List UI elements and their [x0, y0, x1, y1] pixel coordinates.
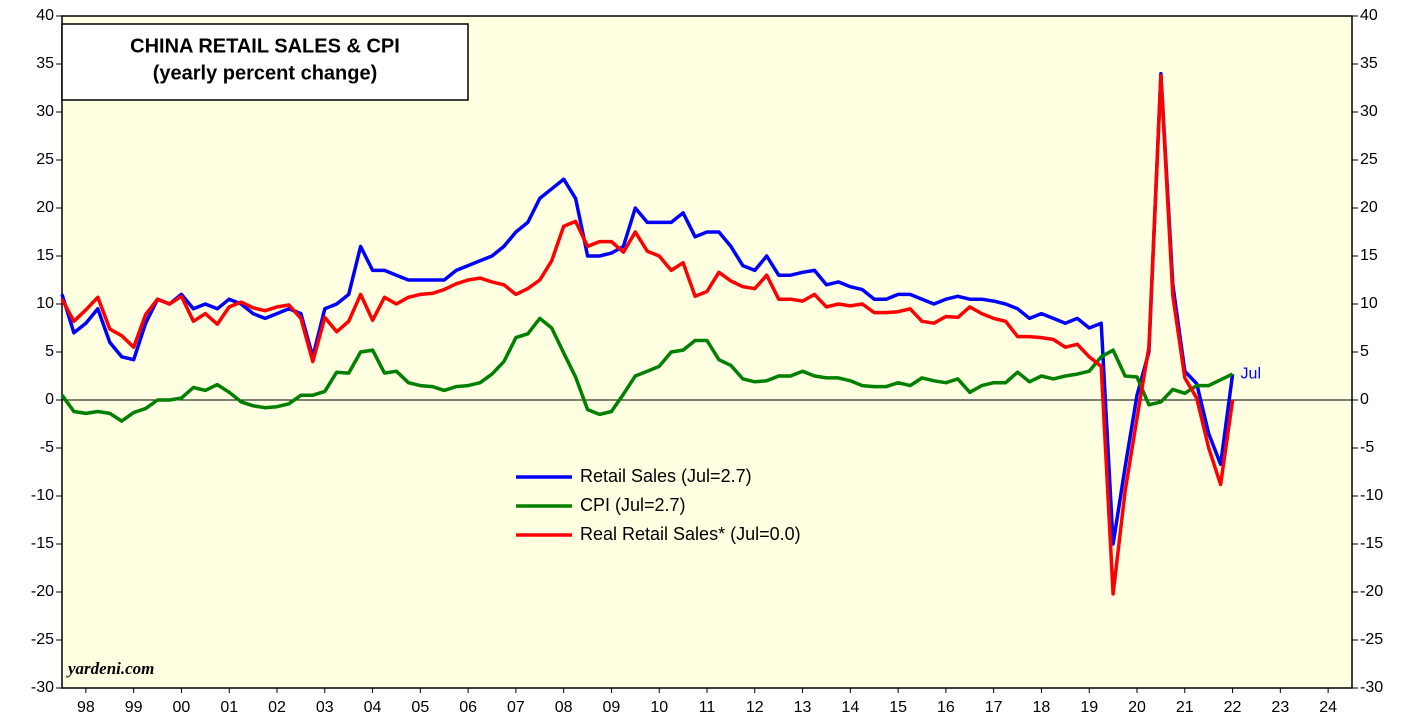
x-tick-label: 22 — [1224, 699, 1242, 716]
y-tick-label-right: 0 — [1360, 391, 1369, 408]
x-tick-label: 10 — [650, 699, 668, 716]
y-tick-label-right: -10 — [1360, 487, 1383, 504]
x-tick-label: 00 — [173, 699, 191, 716]
y-tick-label-right: 30 — [1360, 103, 1378, 120]
y-tick-label-right: 10 — [1360, 295, 1378, 312]
y-tick-label: 35 — [36, 55, 54, 72]
y-tick-label: -20 — [31, 583, 54, 600]
chart-subtitle: (yearly percent change) — [153, 62, 378, 84]
y-tick-label-right: -20 — [1360, 583, 1383, 600]
legend-label: Real Retail Sales* (Jul=0.0) — [580, 524, 801, 544]
y-tick-label-right: -5 — [1360, 439, 1374, 456]
x-tick-label: 11 — [699, 699, 716, 716]
y-tick-label: -15 — [31, 535, 54, 552]
y-tick-label-right: -25 — [1360, 631, 1383, 648]
x-tick-label: 08 — [555, 699, 573, 716]
legend-label: CPI (Jul=2.7) — [580, 495, 686, 515]
y-tick-label-right: 5 — [1360, 343, 1369, 360]
series-line — [60, 71, 1235, 546]
x-tick-label: 20 — [1128, 699, 1146, 716]
x-tick-label: 99 — [125, 699, 143, 716]
y-tick-label-right: 20 — [1360, 199, 1378, 216]
x-tick-label: 17 — [985, 699, 1003, 716]
y-tick-label: 25 — [36, 151, 54, 168]
y-tick-label: 15 — [36, 247, 54, 264]
y-tick-label-right: 35 — [1360, 55, 1378, 72]
y-tick-label-right: -15 — [1360, 535, 1383, 552]
x-tick-label: 18 — [1033, 699, 1051, 716]
annotation: Jul — [1241, 365, 1261, 382]
x-tick-label: 21 — [1176, 699, 1194, 716]
y-tick-label: 5 — [45, 343, 54, 360]
x-tick-label: 05 — [411, 699, 429, 716]
x-tick-label: 14 — [841, 699, 859, 716]
y-tick-label-right: 25 — [1360, 151, 1378, 168]
y-tick-label: -10 — [31, 487, 54, 504]
series-line — [60, 73, 1235, 596]
x-tick-label: 12 — [746, 699, 764, 716]
y-tick-label: 20 — [36, 199, 54, 216]
y-tick-label-right: 40 — [1360, 7, 1378, 24]
x-tick-label: 15 — [889, 699, 907, 716]
y-tick-label: 10 — [36, 295, 54, 312]
y-tick-label: -30 — [31, 679, 54, 696]
y-tick-label-right: 15 — [1360, 247, 1378, 264]
source: yardeni.com — [66, 659, 154, 678]
x-tick-label: 16 — [937, 699, 955, 716]
x-tick-label: 19 — [1080, 699, 1098, 716]
y-tick-label: -5 — [40, 439, 54, 456]
x-tick-label: 01 — [220, 699, 238, 716]
y-tick-label: 40 — [36, 7, 54, 24]
x-tick-label: 23 — [1271, 699, 1289, 716]
x-tick-label: 02 — [268, 699, 286, 716]
x-tick-label: 03 — [316, 699, 334, 716]
x-tick-label: 24 — [1319, 699, 1337, 716]
title-box — [61, 23, 469, 101]
series-line — [60, 316, 1234, 423]
y-tick-label: 30 — [36, 103, 54, 120]
y-tick-label: -25 — [31, 631, 54, 648]
x-tick-label: 07 — [507, 699, 525, 716]
legend-label: Retail Sales (Jul=2.7) — [580, 466, 752, 486]
plot-area — [61, 15, 1353, 689]
x-tick-label: 98 — [77, 699, 95, 716]
y-tick-label-right: -30 — [1360, 679, 1383, 696]
x-tick-label: 09 — [603, 699, 621, 716]
x-tick-label: 04 — [364, 699, 382, 716]
x-tick-label: 06 — [459, 699, 477, 716]
chart-title: CHINA RETAIL SALES & CPI — [130, 35, 400, 57]
x-tick-label: 13 — [794, 699, 812, 716]
y-tick-label: 0 — [45, 391, 54, 408]
